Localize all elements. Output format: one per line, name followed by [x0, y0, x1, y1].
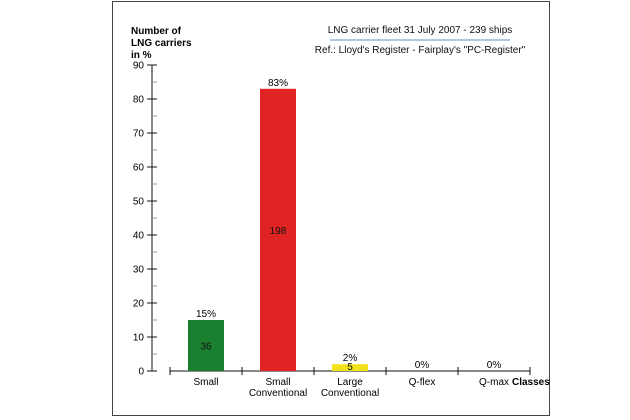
- x-tick-label: Small: [193, 377, 218, 388]
- bar: [332, 364, 368, 371]
- y-tick-label: 60: [133, 163, 145, 174]
- chart-title: LNG carrier fleet 31 July 2007 - 239 shi…: [328, 25, 513, 36]
- bar-value-label: 83%: [268, 78, 288, 89]
- bar: [260, 88, 296, 372]
- x-tick-label: Large: [337, 377, 363, 388]
- y-tick-label: 0: [138, 367, 144, 378]
- x-tick-label: Q-max: [479, 377, 509, 388]
- y-tick-label: 10: [133, 333, 145, 344]
- y-tick-label: 90: [133, 61, 145, 72]
- bar: [188, 320, 224, 371]
- y-tick-label: 30: [133, 265, 145, 276]
- chart-frame: [112, 1, 550, 416]
- bar-count-label: 5: [347, 362, 353, 373]
- y-tick-label: 80: [133, 95, 145, 106]
- y-tick-label: 40: [133, 231, 145, 242]
- bar-count-label: 198: [270, 226, 287, 237]
- chart-subtitle: Ref.: Lloyd's Register - Fairplay's "PC-…: [315, 45, 526, 56]
- y-tick-label: 70: [133, 129, 145, 140]
- y-tick-label: 50: [133, 197, 145, 208]
- y-tick-label: 20: [133, 299, 145, 310]
- bar-value-label: 15%: [196, 309, 216, 320]
- y-axis-label-2: LNG carriers: [131, 38, 192, 49]
- y-axis-label-1: Number of: [131, 26, 182, 37]
- x-tick-label: Conventional: [321, 388, 379, 399]
- bar-count-label: 36: [200, 342, 212, 353]
- bar-value-label: 2%: [343, 353, 358, 364]
- x-tick-label: Conventional: [249, 388, 307, 399]
- x-axis-label: Classes: [512, 377, 550, 388]
- bar-value-label: 0%: [415, 360, 430, 371]
- x-tick-label: Small: [265, 377, 290, 388]
- bar-value-label: 0%: [487, 360, 502, 371]
- y-axis-label-3: in %: [131, 50, 152, 61]
- x-tick-label: Q-flex: [409, 377, 436, 388]
